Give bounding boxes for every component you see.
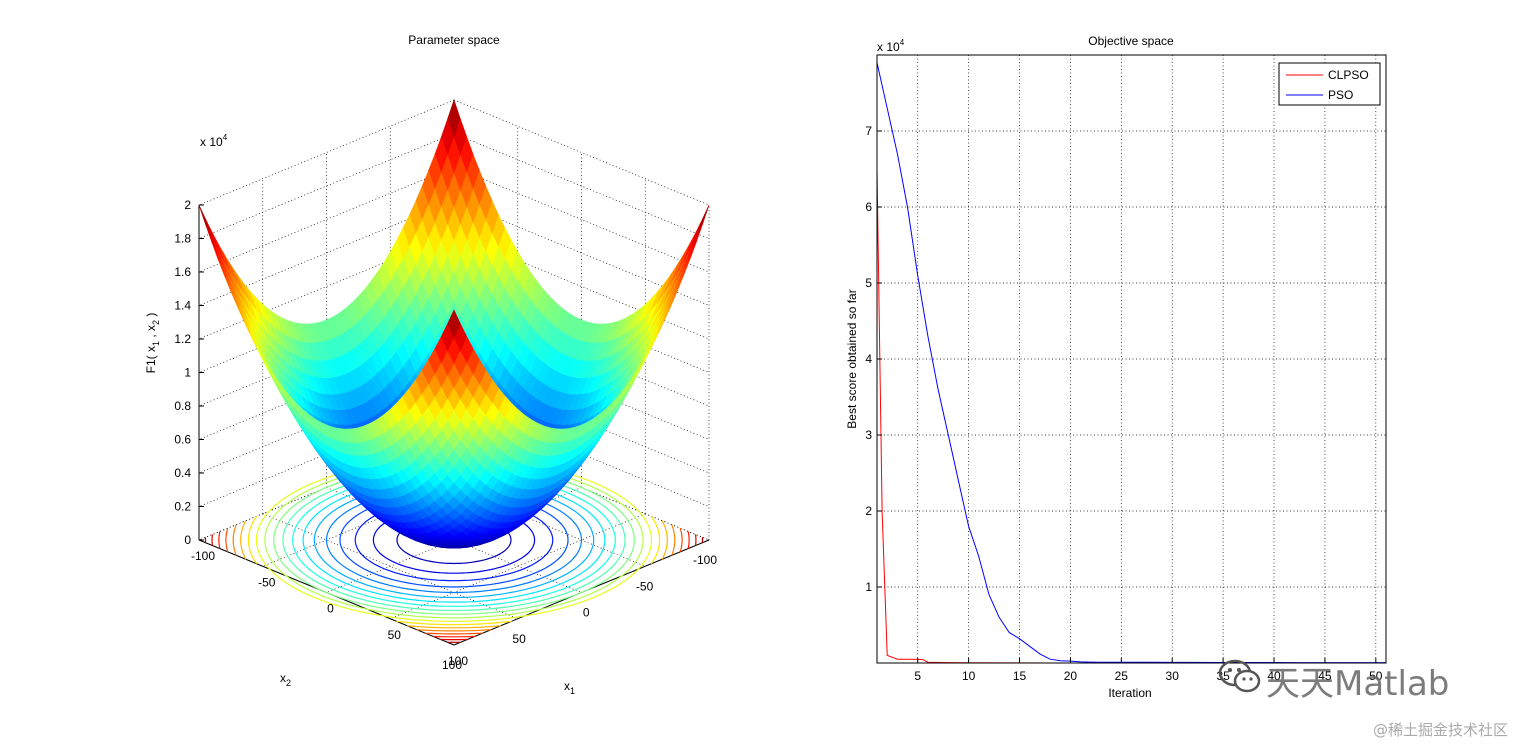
contour-arc [650, 515, 661, 565]
surface-patch [689, 218, 703, 251]
contour-arc [671, 524, 676, 556]
y-tick-label: 1 [865, 580, 872, 594]
contour-arc [225, 528, 229, 552]
x2-axis-label: x2 [280, 671, 291, 688]
y-tick-label: 7 [865, 124, 872, 138]
x-tick-label: 15 [1013, 669, 1027, 683]
contour-arc [687, 531, 690, 549]
x1-axis-label: x1 [564, 679, 575, 696]
z-tick-label: 1.8 [174, 232, 191, 246]
legend-box [1278, 62, 1381, 106]
x2-tick-label: 100 [442, 658, 462, 672]
z-tick-label: 1.2 [174, 332, 191, 346]
surface-tick-labels: 0 0.2 0.4 0.6 0.8 1 1.2 1.4 1.6 1.8 2 -100 -50 0 50 100… [174, 198, 717, 672]
x-tick-label: 25 [1115, 669, 1129, 683]
x-tick-label: 50 [1369, 669, 1383, 683]
z-tick-label: 1.6 [174, 265, 191, 279]
contour-rings [204, 437, 704, 643]
z-tick-label: 1 [184, 366, 191, 380]
z-tick-label: 0.8 [174, 399, 191, 413]
z-axis-label: F1( x1 , x2 ) [144, 313, 161, 374]
x-tick-label: 45 [1318, 669, 1332, 683]
x-tick-label: 5 [914, 669, 921, 683]
contour-ring [264, 461, 644, 619]
z-tick-label: 0 [184, 533, 191, 547]
contour-arc [247, 515, 258, 565]
surface-mesh [198, 99, 710, 549]
contour-arc [232, 524, 237, 556]
z-tick-label: 0.2 [174, 500, 191, 514]
contour-arc [679, 528, 683, 552]
x1-tick-label: -100 [191, 549, 215, 563]
convergence-chart-title: Objective space [1088, 34, 1174, 48]
plot-area [877, 55, 1386, 663]
surface-patch [696, 204, 710, 238]
y-exponent-label: x 104 [877, 38, 905, 54]
contour-arc [396, 620, 512, 626]
watermark-brand: 天天Matlab [1266, 664, 1450, 704]
x1-tick-label: 100 [448, 654, 468, 668]
surface-chart: Parameter space 0 0.2 0.4 0.6 0.8 1 1.2 1.4 1.6 1… [144, 33, 717, 696]
convergence-grid [877, 55, 1386, 663]
grid-line [198, 99, 455, 206]
grid-line [453, 133, 710, 239]
legend-label-pso: PSO [1328, 88, 1353, 102]
legend-label-clpso: CLPSO [1328, 68, 1369, 82]
y-tick-label: 6 [865, 200, 872, 214]
x-tick-label: 30 [1166, 669, 1180, 683]
contour-ring [302, 477, 606, 603]
surface-patch [198, 204, 213, 238]
convergence-chart: Objective space 5 10 15 20 25 30 35 40 45 5012345… [845, 34, 1387, 700]
contour-arc [240, 520, 247, 560]
z-exponent-label: x 104 [200, 133, 228, 149]
grid-line [198, 166, 455, 273]
x2-tick-label: 0 [583, 606, 590, 620]
x2-tick-label: 50 [512, 632, 526, 646]
contour-ring [292, 472, 616, 608]
x1-tick-label: 50 [388, 628, 402, 642]
x-tick-label: 20 [1064, 669, 1078, 683]
z-tick-label: 1.4 [174, 299, 191, 313]
wechat-icon [1218, 659, 1261, 693]
y-axis-label: Best score obtained so far [845, 289, 859, 428]
x2-tick-label: -50 [636, 579, 654, 593]
x2-tick-label: -100 [693, 553, 717, 567]
x1-tick-label: -50 [258, 575, 276, 589]
x-tick-label: 40 [1267, 669, 1281, 683]
x1-tick-label: 0 [327, 602, 334, 616]
x-axis-label: Iteration [1108, 686, 1151, 700]
y-tick-label: 3 [865, 428, 872, 442]
z-tick-label: 0.4 [174, 466, 191, 480]
contour-arc [218, 531, 221, 549]
contour-ring [255, 458, 653, 622]
contour-arc [661, 520, 668, 560]
contour-arc [416, 629, 492, 632]
contour-ring [273, 465, 635, 615]
surface-patch [447, 309, 461, 339]
contour-ring [282, 468, 626, 612]
grid-line [453, 166, 710, 273]
contour-ring [313, 481, 595, 599]
z-tick-label: 0.6 [174, 433, 191, 447]
grid-line [453, 99, 710, 206]
watermark-logo [1218, 656, 1262, 696]
y-tick-label: 5 [865, 276, 872, 290]
legend: CLPSO PSO [1278, 62, 1381, 106]
x-tick-label: 10 [962, 669, 976, 683]
watermark-credit: @稀土掘金技术社区 [1373, 721, 1509, 739]
y-tick-label: 4 [865, 352, 872, 366]
grid-line [198, 133, 455, 239]
y-tick-label: 2 [865, 504, 872, 518]
contour-arc [407, 625, 501, 629]
surface-chart-title: Parameter space [408, 33, 500, 47]
series-line-clpso [877, 168, 1386, 663]
contour-arc [425, 632, 483, 635]
z-tick-label: 2 [184, 198, 191, 212]
